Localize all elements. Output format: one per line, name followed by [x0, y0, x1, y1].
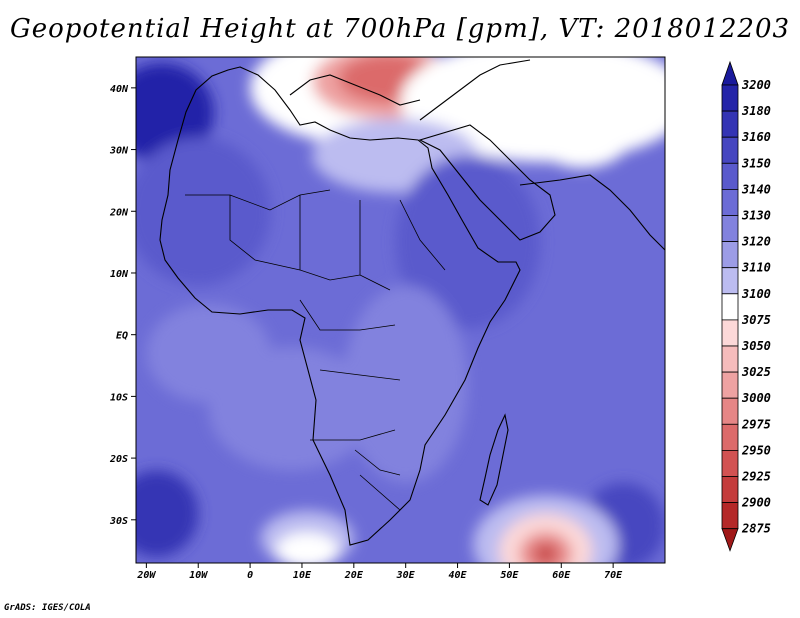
colorbar-swatch [721, 319, 739, 347]
lat-tick-label: 10N [110, 269, 129, 280]
lat-tick-label: 40N [110, 84, 129, 95]
map-plot-area: 20W 10W 0 10E 20E 30E 40E 50E 60E 70E 40N 30N 20N 10N… [109, 56, 666, 581]
colorbar-swatch [721, 188, 739, 216]
height-feature-3140 [395, 155, 541, 329]
height-field [136, 57, 665, 563]
lon-tick-label: 70E [604, 570, 623, 581]
height-feature-3120 [343, 285, 468, 483]
lat-tick-label: EQ [116, 331, 128, 342]
colorbar-label: 3140 [741, 182, 771, 196]
lat-tick-label: 30S [109, 516, 128, 527]
lon-tick-label: 50E [500, 570, 519, 581]
colorbar-label: 3110 [741, 261, 771, 275]
height-feature-2900 [535, 544, 557, 563]
height-feature-3160 [136, 470, 199, 557]
lon-tick-label: 10W [189, 570, 208, 581]
colorbar-label: 3075 [741, 313, 771, 327]
plot-frame [135, 56, 666, 564]
lon-tick-label: 20E [344, 570, 364, 581]
lon-tick-label: 40E [449, 570, 468, 581]
colorbar-swatch [721, 84, 739, 112]
colorbar-swatch [721, 267, 739, 295]
height-feature-3075 [530, 94, 634, 169]
height-feature-3180 [136, 63, 214, 162]
colorbar-label: 3200 [741, 78, 771, 92]
colorbar-min-arrow [721, 528, 739, 552]
colorbar-swatch [721, 423, 739, 451]
lat-tick-label: 20S [109, 454, 128, 465]
colorbar-label: 3130 [741, 209, 771, 223]
colorbar-label: 3100 [741, 287, 771, 301]
colorbar-swatch [721, 136, 739, 164]
height-feature-3075 [276, 532, 339, 563]
borders [185, 189, 446, 511]
colorbar-swatch [721, 345, 739, 373]
colorbar-swatch [721, 476, 739, 504]
colorbar: 3200 3180 3160 3150 3140 3130 3120 3110 3100 3075… [721, 60, 771, 552]
height-feature-3120 [146, 303, 271, 403]
colorbar-swatch [721, 371, 739, 399]
height-feature-3140 [136, 137, 271, 286]
grads-credit: GrADS: IGES/COLA [4, 603, 91, 613]
colorbar-swatch [721, 449, 739, 477]
lat-tick-label: 20N [109, 207, 129, 218]
colorbar-label: 2925 [741, 470, 771, 484]
map-figure: 20W 10W 0 10E 20E 30E 40E 50E 60E 70E 40N 30N 20N 10N… [109, 56, 771, 581]
lon-tick-label: 60E [552, 570, 571, 581]
lon-tick-label: 30E [396, 570, 416, 581]
colorbar-swatch [721, 110, 739, 138]
colorbar-swatch [721, 397, 739, 425]
lon-tick-label: 20W [136, 570, 156, 581]
arabia-outline [418, 124, 556, 241]
colorbar-swatch [721, 215, 739, 243]
lon-tick-label: 10E [293, 570, 312, 581]
colorbar-label: 3050 [741, 339, 771, 353]
colorbar-label: 2950 [741, 443, 771, 457]
colorbar-label: 3180 [741, 104, 771, 118]
colorbar-label: 3120 [741, 235, 771, 249]
colorbar-label: 2900 [741, 496, 771, 510]
colorbar-label: 2975 [741, 417, 771, 431]
colorbar-label: 3150 [741, 156, 771, 170]
colorbar-swatch [721, 502, 739, 530]
lon-tick-label: 0 [247, 570, 253, 581]
colorbar-label: 2875 [741, 522, 771, 536]
coastline-africa [159, 59, 665, 546]
asia-outline [289, 59, 665, 251]
lat-tick-label: 10S [110, 392, 128, 403]
colorbar-swatch [721, 162, 739, 190]
colorbar-label: 3160 [741, 130, 771, 144]
colorbar-swatch [721, 293, 739, 321]
colorbar-label: 3025 [741, 365, 771, 379]
colorbar-swatch [721, 241, 739, 269]
colorbar-max-arrow [721, 60, 739, 86]
colorbar-label: 3000 [741, 391, 771, 405]
madagascar-outline [479, 413, 509, 506]
map-title: Geopotential Height at 700hPa [gpm], VT:… [9, 14, 791, 44]
lat-tick-label: 30N [109, 146, 129, 157]
map-axes: 20W 10W 0 10E 20E 30E 40E 50E 60E 70E 40N 30N 20N 10N… [109, 84, 623, 581]
